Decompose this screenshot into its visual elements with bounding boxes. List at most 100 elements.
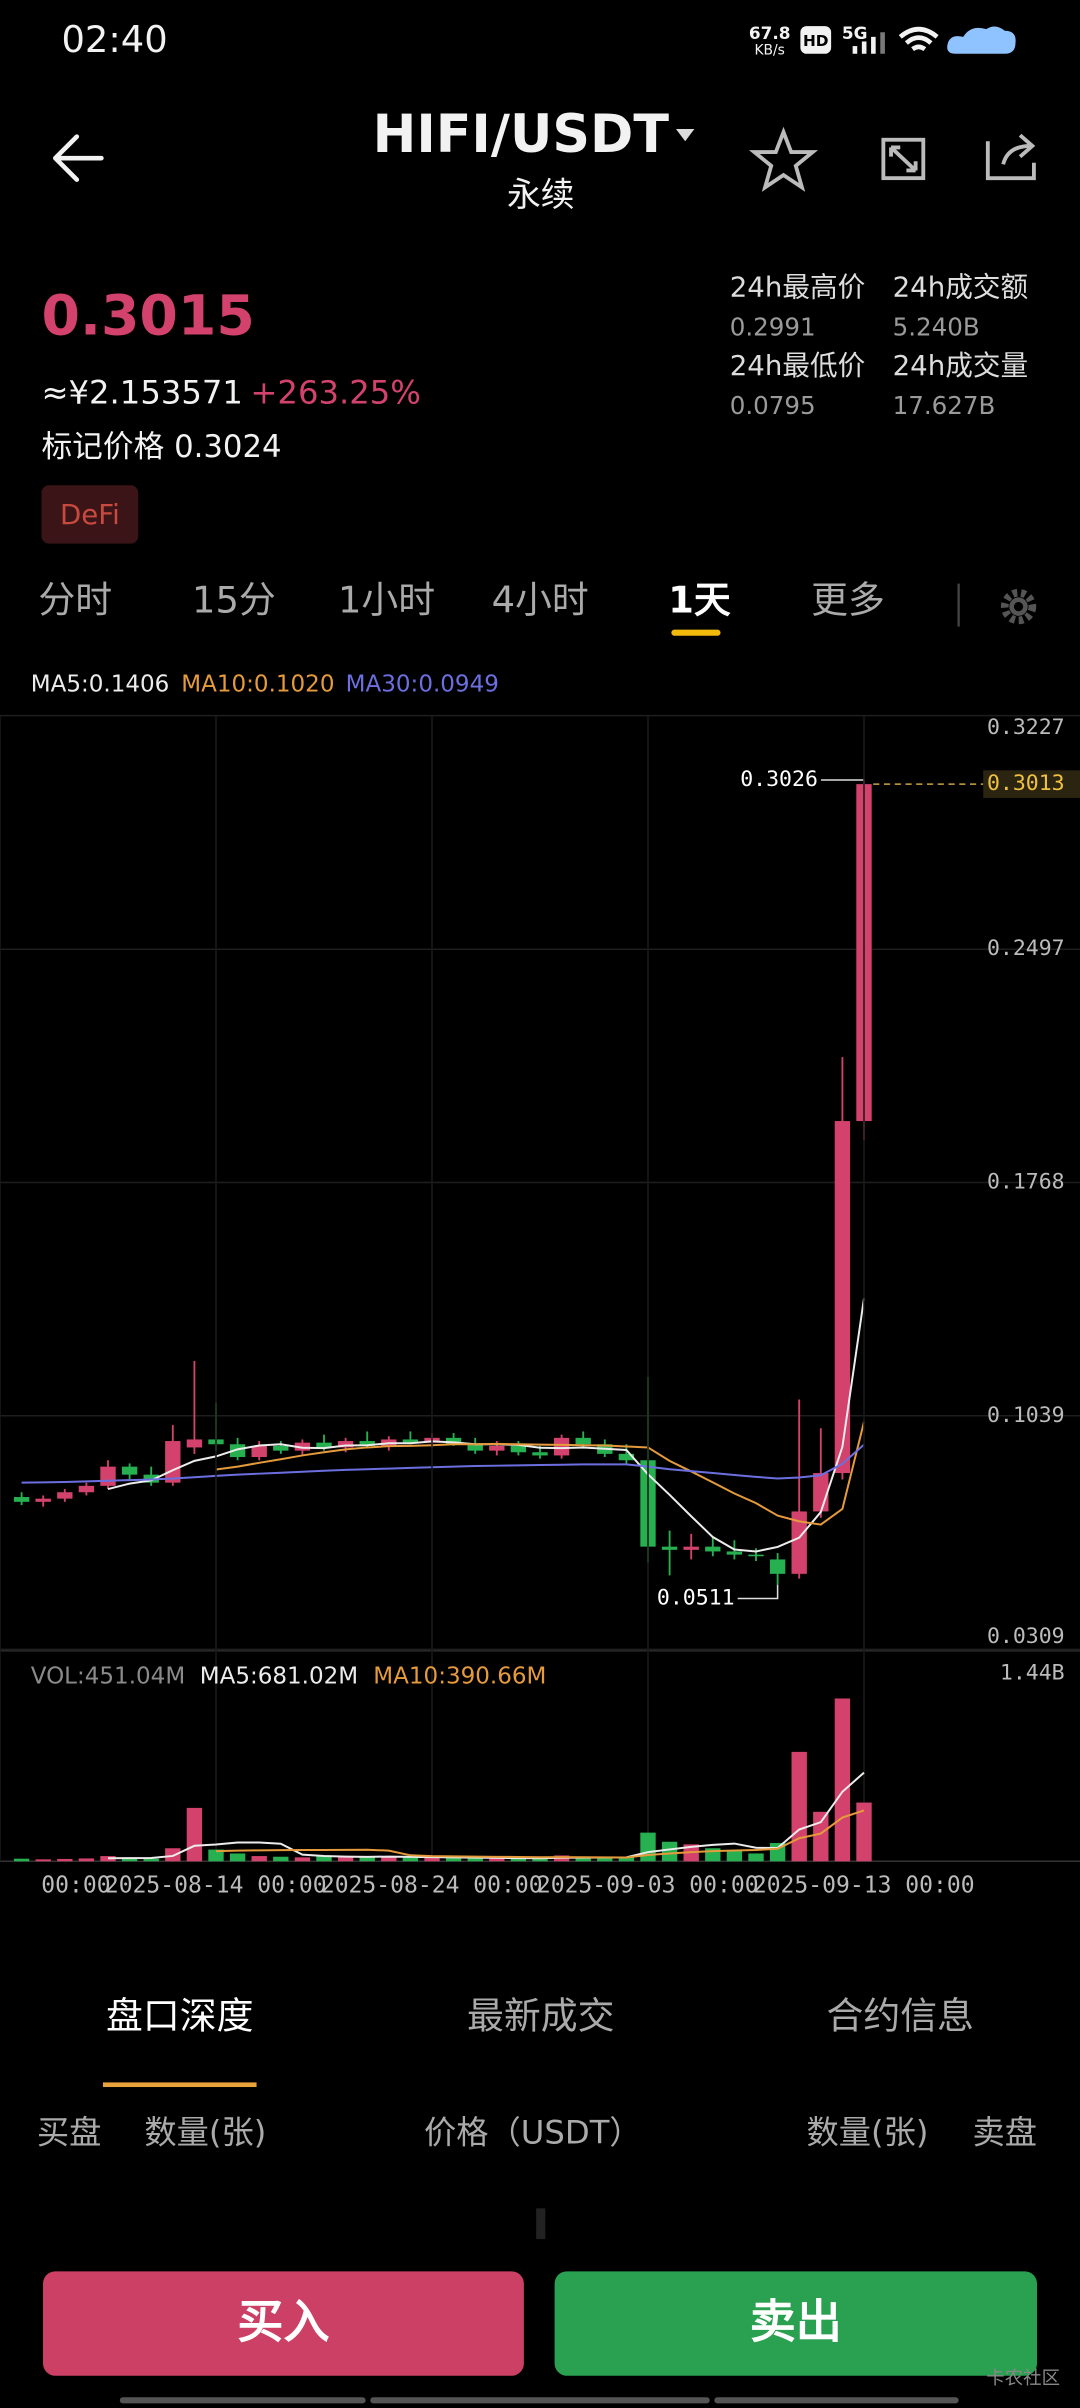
volume-bar bbox=[337, 1856, 354, 1862]
column-header: 卖盘 bbox=[972, 2114, 1037, 2152]
candle-body bbox=[489, 1445, 505, 1451]
sell-button-text[interactable]: 卖出 bbox=[750, 2295, 842, 2349]
volume-bar bbox=[57, 1858, 73, 1862]
mark-price: 标记价格 0.3024 bbox=[41, 429, 281, 465]
interval-tabs: 分时 15分 1小时 4小时 1天 更多 bbox=[38, 579, 885, 636]
favorite-button[interactable] bbox=[748, 126, 819, 192]
ma-line bbox=[215, 1421, 865, 1526]
y-tick-label: 0.0309 bbox=[987, 1624, 1065, 1649]
hd-text: HD bbox=[803, 32, 829, 50]
interval-tab[interactable]: 15分 bbox=[192, 579, 276, 622]
sell-button[interactable] bbox=[554, 2271, 1037, 2376]
hd-badge bbox=[800, 26, 832, 54]
candle-body bbox=[57, 1492, 73, 1499]
order-tab[interactable]: 盘口深度 bbox=[106, 1994, 253, 2037]
volume-bar bbox=[143, 1858, 159, 1862]
buy-button[interactable] bbox=[43, 2271, 524, 2376]
candle-body bbox=[337, 1441, 354, 1448]
net-speed: 67.8 bbox=[749, 23, 791, 43]
min-pointer bbox=[737, 1584, 779, 1600]
fullscreen-button[interactable] bbox=[881, 137, 926, 181]
candle-body bbox=[445, 1437, 462, 1445]
candle-body bbox=[769, 1559, 786, 1574]
buy-button-text[interactable]: 买入 bbox=[237, 2295, 329, 2349]
candle-body bbox=[402, 1439, 419, 1443]
column-header: 数量(张) bbox=[144, 2114, 266, 2152]
legend-entry: MA10:0.1020 bbox=[181, 671, 334, 697]
interval-tab[interactable]: 更多 bbox=[811, 579, 885, 622]
sector-tag-text[interactable]: DeFi bbox=[60, 498, 120, 531]
legend-entry: VOL:451.04M bbox=[31, 1664, 185, 1690]
volume-bar bbox=[208, 1849, 224, 1862]
candle-body bbox=[683, 1546, 699, 1550]
stat-label: 24h成交量 bbox=[893, 349, 1029, 382]
volume-bar bbox=[13, 1858, 30, 1862]
order-tab-underline bbox=[102, 2082, 257, 2088]
price-change: +263.25% bbox=[250, 374, 421, 412]
volume-bar bbox=[726, 1850, 743, 1862]
last-price: 0.3015 bbox=[41, 285, 254, 349]
candle-body bbox=[13, 1497, 30, 1502]
candle-body bbox=[510, 1445, 527, 1453]
volume-bar bbox=[165, 1848, 181, 1862]
wifi-icon bbox=[898, 26, 939, 52]
volume-bar bbox=[791, 1751, 807, 1862]
kline-chart: 0.0309 0.1039 0.1768 0.2497 0.3227 0.3026 0.05… bbox=[0, 671, 1080, 1898]
stat-value: 0.2991 bbox=[730, 313, 816, 342]
volume-bar bbox=[597, 1858, 613, 1862]
volume-bar bbox=[510, 1858, 527, 1862]
interval-underline bbox=[671, 629, 721, 636]
volume-bar bbox=[424, 1857, 440, 1862]
volume-bar bbox=[35, 1859, 51, 1862]
candle-body bbox=[251, 1445, 267, 1458]
column-header: 价格（USDT） bbox=[424, 2114, 642, 2152]
net-speed-unit: KB/s bbox=[754, 43, 784, 59]
candle-body bbox=[467, 1444, 483, 1451]
y-tick-label: 0.1039 bbox=[987, 1403, 1065, 1428]
x-tick-label: 2025-08-24 00:00 bbox=[321, 1872, 543, 1898]
pair-title[interactable]: HIFI/USDT bbox=[373, 105, 670, 165]
interval-tab[interactable]: 1小时 bbox=[338, 579, 435, 622]
order-tab[interactable]: 最新成交 bbox=[467, 1994, 614, 2037]
candle-body bbox=[661, 1546, 678, 1550]
stat-label: 24h成交额 bbox=[893, 271, 1029, 304]
settings-button[interactable] bbox=[1000, 588, 1037, 625]
legend-entry: MA5:0.1406 bbox=[31, 671, 170, 697]
stat-value: 0.0795 bbox=[730, 391, 816, 420]
network-type: 5G bbox=[842, 23, 868, 43]
cny-price: ≈¥2.153571 bbox=[41, 374, 242, 412]
volume-bar bbox=[121, 1858, 138, 1862]
candle-body bbox=[35, 1498, 51, 1502]
back-button[interactable] bbox=[53, 134, 104, 182]
battery-icon bbox=[947, 26, 1016, 54]
interval-tab[interactable]: 分时 bbox=[38, 579, 112, 622]
legend-entry: MA5:681.02M bbox=[200, 1664, 358, 1690]
candle-body bbox=[618, 1453, 635, 1461]
volume-bar bbox=[532, 1858, 548, 1862]
interval-tab[interactable]: 4小时 bbox=[492, 579, 589, 622]
volume-bar bbox=[445, 1858, 462, 1862]
share-button[interactable] bbox=[985, 133, 1036, 181]
candle-body bbox=[229, 1444, 246, 1458]
y-tick-label: 0.3227 bbox=[987, 715, 1065, 740]
volume-bar bbox=[402, 1857, 419, 1862]
volume-bar bbox=[575, 1857, 591, 1862]
pair-dropdown[interactable] bbox=[675, 129, 695, 142]
order-tab[interactable]: 合约信息 bbox=[827, 1994, 974, 2037]
stat-value: 17.627B bbox=[893, 391, 996, 420]
stat-label: 24h最低价 bbox=[730, 349, 866, 382]
volume-bar bbox=[316, 1856, 332, 1862]
column-header: 买盘 bbox=[37, 2114, 102, 2152]
sector-tag[interactable] bbox=[41, 485, 139, 544]
candle-body bbox=[748, 1554, 764, 1557]
candle-body bbox=[532, 1452, 548, 1456]
volume-bar bbox=[100, 1856, 116, 1862]
volume-bar bbox=[251, 1856, 267, 1862]
order-tabs: 盘口深度 最新成交 合约信息 bbox=[102, 1994, 974, 2088]
order-columns: 买盘 数量(张) 价格（USDT） 数量(张) 卖盘 bbox=[37, 2114, 1037, 2152]
loading-indicator bbox=[536, 2208, 546, 2240]
interval-tab[interactable]: 1天 bbox=[668, 579, 731, 622]
volume-bar bbox=[186, 1807, 203, 1862]
stat-label: 24h最高价 bbox=[730, 271, 866, 304]
